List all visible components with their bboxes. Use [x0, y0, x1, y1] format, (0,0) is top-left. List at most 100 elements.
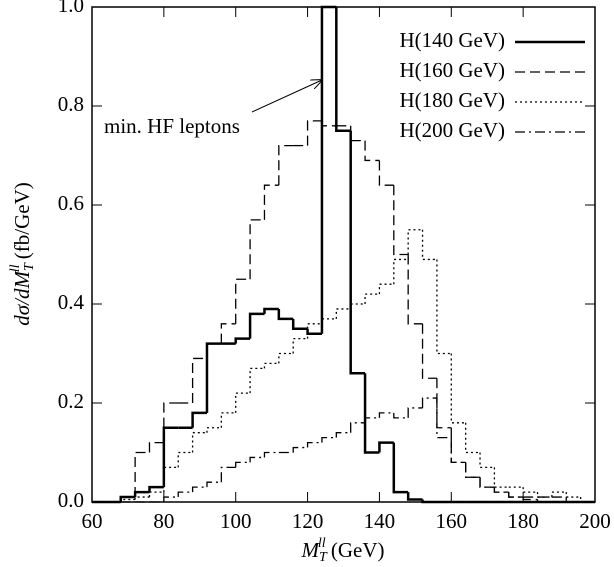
histogram-step [263, 307, 279, 314]
histogram-step [479, 452, 495, 468]
histogram-step [205, 342, 222, 413]
y-tick-label: 0.4 [58, 290, 85, 314]
histogram-step [177, 491, 193, 498]
y-tick-label: 0.6 [58, 191, 84, 215]
histogram-step [249, 367, 265, 394]
histogram-step [363, 373, 380, 454]
histogram-step [249, 219, 265, 280]
histogram-step [393, 412, 409, 419]
histogram-step [292, 446, 308, 453]
histogram-step [249, 456, 265, 463]
histogram-step [421, 397, 437, 408]
legend-label: H(140 GeV) [399, 28, 505, 52]
histogram-step [134, 451, 150, 498]
histogram-step [206, 427, 222, 433]
histogram-step [306, 120, 322, 146]
histogram-step [162, 426, 179, 488]
histogram-step [163, 402, 179, 443]
histogram-step [263, 184, 279, 220]
histogram-step [350, 303, 366, 309]
histogram-step [291, 318, 308, 330]
histogram-step [579, 497, 595, 503]
histogram-step [479, 477, 495, 488]
x-tick-label: 60 [82, 509, 103, 533]
histogram-step [191, 432, 207, 453]
x-tick-label: 120 [292, 509, 324, 533]
histogram-step [407, 229, 423, 260]
histogram-step [378, 160, 394, 186]
x-label-part: ll [318, 536, 326, 551]
histogram-step [436, 259, 452, 355]
histogram-step [306, 323, 322, 339]
histogram-step [177, 451, 193, 468]
x-tick-label: 140 [364, 509, 396, 533]
histogram-step [421, 229, 437, 261]
histogram-step [393, 258, 409, 285]
histogram-step [134, 496, 150, 500]
histogram-step [148, 485, 164, 493]
histogram-step [133, 490, 150, 498]
histogram-step [465, 462, 481, 478]
x-label-part: M [301, 538, 321, 562]
histogram-step [163, 466, 179, 493]
legend-label: H(180 GeV) [399, 88, 505, 112]
histogram-step [350, 125, 366, 142]
y-tick-label: 0.8 [58, 92, 84, 116]
histogram-step [220, 412, 236, 428]
histogram-step [191, 486, 207, 493]
histogram-step [493, 487, 509, 493]
histogram-step [278, 352, 294, 364]
histogram-step [565, 492, 581, 498]
histogram-step [235, 278, 251, 324]
histogram-step [320, 5, 337, 334]
histogram-step [248, 312, 265, 339]
histogram-step [378, 283, 394, 295]
histogram-step [407, 254, 423, 325]
histogram-step [277, 308, 294, 321]
y-axis-label: dσ/dMTll (fb/GeV) [8, 182, 37, 325]
annotation: min. HF leptons [104, 114, 240, 138]
histogram-step [191, 411, 207, 428]
histogram-step [393, 185, 409, 256]
x-tick-label: 80 [153, 509, 174, 533]
histogram-step [349, 130, 366, 375]
histogram-step [191, 357, 207, 403]
histogram-step [508, 492, 524, 498]
histogram-step [235, 392, 251, 413]
histogram-step [493, 467, 509, 488]
histogram-step [450, 427, 466, 464]
plot-frame [91, 6, 596, 503]
histogram-step [350, 422, 366, 433]
histogram-step [493, 487, 509, 493]
y-tick-label: 0.2 [58, 389, 84, 413]
histogram-step [335, 308, 351, 319]
y-label-part: (fb/GeV) [10, 182, 34, 264]
histogram-step [364, 417, 380, 423]
plot-marks [92, 5, 595, 504]
histogram-step [450, 437, 466, 464]
legend-label: H(160 GeV) [399, 58, 505, 82]
histogram-step [148, 491, 164, 498]
histogram-step [335, 7, 351, 132]
histogram-step [263, 451, 279, 458]
histogram-step [235, 461, 251, 468]
y-label-part: ll [8, 264, 23, 272]
x-tick-label: 160 [436, 509, 468, 533]
histogram-step [392, 442, 409, 494]
histogram-step [120, 498, 136, 502]
histogram-step [407, 407, 423, 418]
histogram-step [436, 378, 452, 429]
histogram-step [364, 140, 380, 162]
y-tick-label: 1.0 [58, 0, 84, 17]
y-label-part: T [22, 262, 37, 271]
y-label-part: dσ/dM [10, 270, 34, 326]
histogram-step [465, 462, 481, 478]
histogram-step [292, 338, 308, 354]
histogram-step [220, 323, 236, 344]
histogram-step [335, 432, 351, 438]
annotation-arrow [251, 80, 322, 113]
legend-label: H(200 GeV) [399, 118, 505, 142]
histogram-step [206, 481, 222, 488]
x-label-part: (GeV) [326, 538, 385, 562]
